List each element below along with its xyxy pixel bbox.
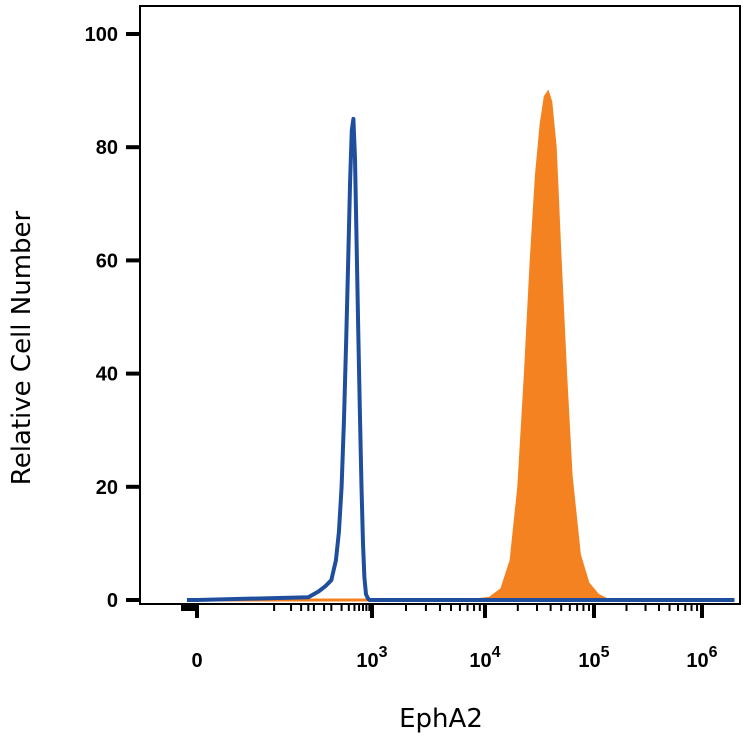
y-tick-label: 80 xyxy=(96,137,118,159)
outline-histogram xyxy=(187,116,735,602)
plot-frame xyxy=(139,5,741,605)
axis-ticks xyxy=(126,32,704,618)
x-axis-title: EphA2 xyxy=(399,704,483,734)
y-tick-label: 40 xyxy=(96,364,118,386)
x-tick-label: 103 xyxy=(356,644,387,672)
x-tick-label: 105 xyxy=(578,644,609,672)
y-tick-label: 20 xyxy=(96,477,118,499)
y-axis-title: Relative Cell Number xyxy=(7,210,37,485)
y-tick-label: 0 xyxy=(107,590,118,612)
y-tick-label: 100 xyxy=(85,24,118,46)
y-tick-labels: 0 20 40 60 80 100 xyxy=(85,24,118,612)
x-tick-label: 106 xyxy=(686,644,717,672)
x-tick-labels: 0 103 104 105 106 xyxy=(191,644,717,672)
x-tick-label: 0 xyxy=(191,650,202,672)
series-layer xyxy=(187,89,735,602)
y-tick-label: 60 xyxy=(96,250,118,272)
x-tick-label: 104 xyxy=(469,644,500,672)
filled-histogram xyxy=(467,89,614,601)
